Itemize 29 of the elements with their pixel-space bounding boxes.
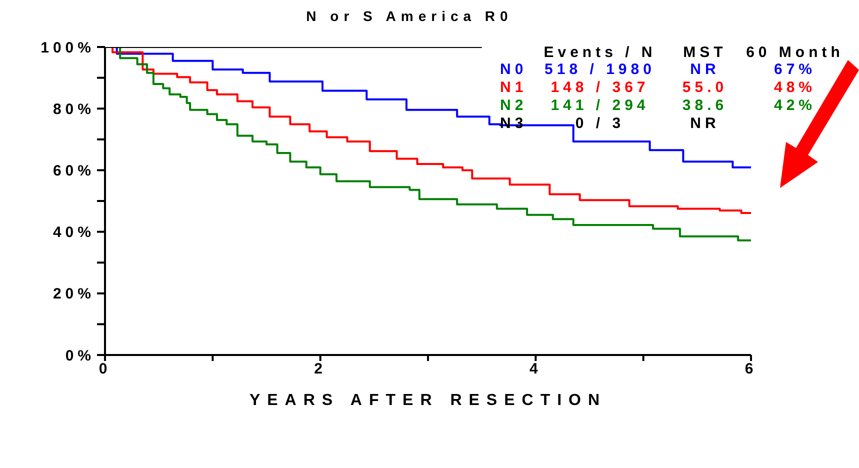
text: 42%: [774, 97, 816, 114]
x-axis-title: YEARS AFTER RESECTION: [249, 392, 607, 409]
annotation: 141 / 294: [550, 97, 650, 114]
y-tick-label: 100%: [40, 39, 95, 56]
y-tick-label: 80%: [52, 100, 95, 118]
y-tick-label: 0%: [65, 347, 95, 364]
annotation: 518 / 1980: [544, 61, 656, 78]
annotation: 55.0: [682, 79, 728, 96]
text: 67%: [774, 61, 816, 78]
annotation: 60 Month: [746, 44, 844, 61]
x-tick-label: 2: [314, 360, 327, 378]
y-tick-label: 20%: [52, 286, 95, 303]
x-tick-label: 6: [744, 360, 758, 378]
y-tick-label: 60%: [52, 162, 95, 180]
annotation: 38.6: [682, 97, 728, 114]
annotation: NR: [689, 115, 721, 132]
text: N0: [500, 61, 528, 78]
x-tick-label: 0: [98, 360, 112, 378]
text: N2: [500, 97, 528, 114]
text: 48%: [774, 79, 816, 96]
text: N1: [500, 79, 528, 96]
annotation: Events / N: [542, 44, 658, 61]
annotation: MST: [683, 44, 727, 61]
annotation: 0 / 3: [575, 115, 625, 132]
annotation: 148 / 367: [550, 79, 650, 96]
chart-title: N or S America R0: [306, 8, 513, 24]
annotation: NR: [690, 61, 720, 78]
x-tick-label: 4: [529, 360, 542, 378]
y-tick-label: 40%: [52, 224, 95, 242]
